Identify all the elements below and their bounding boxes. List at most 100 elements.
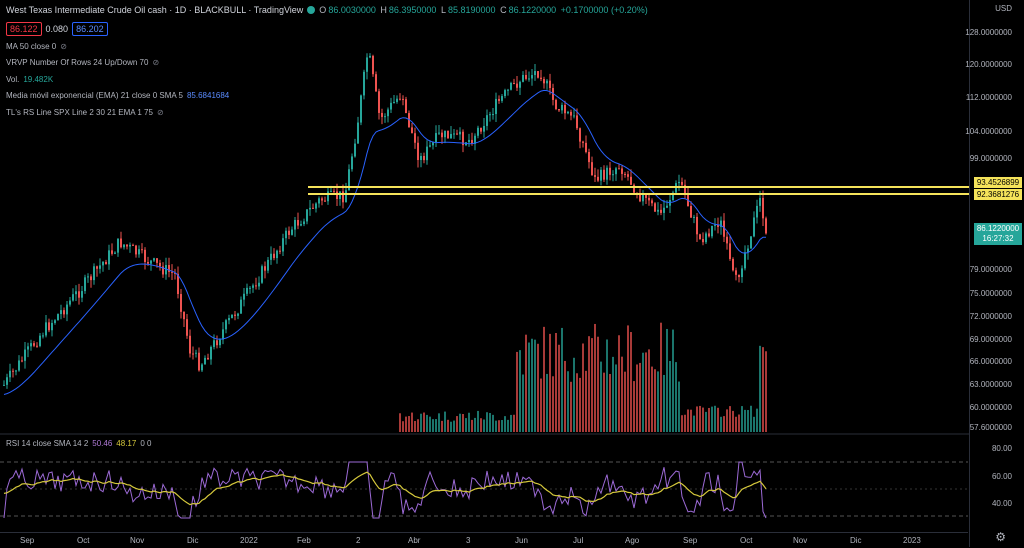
candle-body <box>156 258 158 263</box>
candle-body <box>105 261 107 265</box>
candle-body <box>348 169 350 191</box>
candle-body <box>435 133 437 143</box>
candle-body <box>24 349 26 361</box>
candle-body <box>285 230 287 239</box>
candle-body <box>381 112 383 117</box>
bar-countdown: 16:27:32 <box>982 234 1014 243</box>
volume-bar <box>726 409 728 432</box>
candle-body <box>108 250 110 265</box>
candle-body <box>201 364 203 371</box>
volume-bar <box>675 362 677 432</box>
candle-body <box>564 104 566 114</box>
gear-icon[interactable]: ⚙ <box>995 530 1006 544</box>
candle-body <box>360 95 362 123</box>
volume-bar <box>609 373 611 432</box>
candle-body <box>618 168 620 170</box>
volume-bar <box>750 405 752 432</box>
indicator-ma50[interactable]: MA 50 close 0 ⊘ <box>6 42 67 51</box>
candle-body <box>426 146 428 161</box>
volume-bar <box>639 362 641 432</box>
candle-body <box>684 184 686 195</box>
candle-body <box>429 145 431 147</box>
candle-body <box>339 191 341 199</box>
volume-bar <box>417 419 419 432</box>
volume-bar <box>648 349 650 432</box>
candle-body <box>609 167 611 175</box>
candle-body <box>51 322 53 331</box>
candle-body <box>12 370 14 372</box>
candle-body <box>99 265 101 269</box>
candle-body <box>543 79 545 84</box>
indicator-rs-line[interactable]: TL's RS Line SPX Line 2 30 21 EMA 1 75 ⊘ <box>6 108 164 117</box>
volume-bar <box>432 419 434 432</box>
volume-bar <box>456 416 458 432</box>
candle-body <box>540 77 542 80</box>
candle-body <box>474 135 476 144</box>
candle-body <box>480 127 482 132</box>
eye-off-icon[interactable]: ⊘ <box>152 58 160 67</box>
volume-bar <box>411 412 413 432</box>
candle-body <box>420 155 422 161</box>
candle-body <box>132 244 134 246</box>
candle-body <box>333 190 335 192</box>
candle-body <box>225 320 227 330</box>
candle-body <box>723 220 725 237</box>
indicator-ema[interactable]: Media móvil exponencial (EMA) 21 close 0… <box>6 91 230 100</box>
candle-body <box>21 360 23 362</box>
volume-bar <box>399 413 401 432</box>
candle-body <box>129 244 131 247</box>
candle-body <box>204 357 206 365</box>
rsi-legend[interactable]: RSI 14 close SMA 14 2 50.46 48.17 0 0 <box>6 439 152 448</box>
candle-body <box>288 230 290 235</box>
candle-body <box>144 249 146 263</box>
eye-off-icon[interactable]: ⊘ <box>60 42 67 51</box>
volume-bar <box>552 376 554 432</box>
candle-body <box>354 143 356 157</box>
candle-body <box>585 142 587 153</box>
candle-body <box>147 262 149 264</box>
volume-bar <box>576 373 578 432</box>
candle-body <box>615 168 617 175</box>
sell-price-button[interactable]: 86.122 <box>6 22 42 36</box>
candle-body <box>240 299 242 314</box>
candle-body <box>198 352 200 371</box>
price-axis[interactable]: USD 128.0000000 120.0000000 112.0000000 … <box>965 0 1024 547</box>
volume-bar <box>732 410 734 432</box>
volume-bar <box>480 418 482 432</box>
candle-body <box>471 139 473 144</box>
candle-body <box>249 287 251 289</box>
volume-bar <box>561 327 563 432</box>
symbol-title[interactable]: West Texas Intermediate Crude Oil cash ·… <box>6 5 304 15</box>
volume-bar <box>531 338 533 432</box>
candle-body <box>78 291 80 298</box>
volume-bar <box>495 420 497 432</box>
candle-body <box>63 310 65 315</box>
volume-bar <box>516 351 518 432</box>
candle-body <box>588 152 590 163</box>
candle-body <box>297 219 299 226</box>
indicator-volume[interactable]: Vol. 19.482K <box>6 75 54 84</box>
time-axis[interactable]: Sep Oct Nov Dic 2022 Feb 2 Abr 3 Jun Jul… <box>0 532 968 548</box>
indicator-vrvp[interactable]: VRVP Number Of Rows 24 Up/Down 70 ⊘ <box>6 58 160 67</box>
eye-off-icon[interactable]: ⊘ <box>156 108 164 117</box>
candle-body <box>90 276 92 281</box>
candle-body <box>714 224 716 226</box>
candle-body <box>270 253 272 260</box>
candle-body <box>432 142 434 146</box>
volume-bar <box>450 421 452 432</box>
candle-body <box>477 127 479 136</box>
candle-body <box>369 55 371 58</box>
candle-body <box>501 96 503 101</box>
volume-bar <box>687 409 689 432</box>
volume-bar <box>438 413 440 432</box>
volume-bar <box>534 339 536 432</box>
candle-body <box>111 250 113 254</box>
volume-bar <box>621 356 623 432</box>
candle-body <box>708 233 710 237</box>
candle-body <box>357 122 359 144</box>
candle-body <box>258 282 260 287</box>
price-chart[interactable] <box>0 0 970 532</box>
candle-body <box>678 181 680 184</box>
buy-price-button[interactable]: 86.202 <box>72 22 108 36</box>
candle-body <box>183 311 185 320</box>
